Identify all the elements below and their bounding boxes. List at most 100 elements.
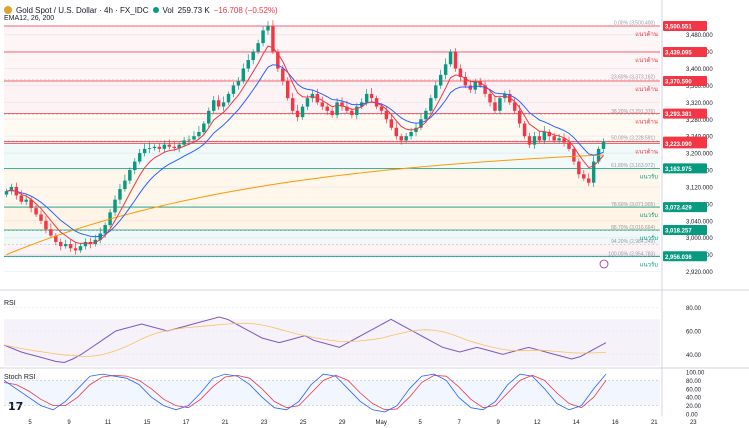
price-tick-label: 3,040.000 bbox=[686, 219, 713, 225]
rsi-ma-line bbox=[3, 322, 607, 357]
key-level-price: 3,163.975 bbox=[665, 167, 692, 173]
date-tick-label: 29 bbox=[339, 420, 346, 426]
stoch-rsi-pane-label[interactable]: Stoch RSI bbox=[4, 374, 36, 381]
candle bbox=[591, 161, 596, 183]
fib-level-label: 23.60% (3,373.162) bbox=[611, 74, 655, 80]
candle bbox=[364, 93, 369, 103]
key-level-tag: แนวต้าน bbox=[635, 31, 658, 38]
key-level-badge bbox=[663, 46, 707, 57]
fib-level-label: 61.80% (3,163.972) bbox=[611, 163, 655, 169]
candle bbox=[177, 144, 181, 149]
candle bbox=[73, 248, 78, 251]
candle bbox=[414, 127, 418, 132]
candle bbox=[424, 110, 428, 120]
candle bbox=[537, 136, 542, 141]
candle bbox=[78, 246, 83, 251]
key-level-tag: แนวรับ bbox=[640, 173, 659, 180]
candle bbox=[443, 64, 448, 75]
candle bbox=[286, 81, 290, 99]
candle bbox=[582, 174, 586, 179]
key-level-price: 2,956.036 bbox=[665, 255, 692, 261]
candle bbox=[226, 93, 231, 103]
candle bbox=[379, 106, 384, 111]
key-level-badge bbox=[663, 20, 707, 31]
stoch-band bbox=[4, 380, 660, 406]
fib-zone bbox=[4, 141, 660, 169]
key-level-tag: แนวต้าน bbox=[635, 119, 658, 126]
key-level-price: 3,072.429 bbox=[665, 206, 692, 212]
candle bbox=[335, 102, 339, 116]
stoch-tick-label: 100.00 bbox=[686, 371, 705, 377]
candle bbox=[295, 110, 300, 118]
candle bbox=[300, 106, 305, 118]
date-tick-label: 9 bbox=[497, 420, 501, 426]
candle bbox=[59, 241, 63, 247]
stoch-tick-label: 40.00 bbox=[686, 396, 702, 402]
candle bbox=[552, 136, 556, 141]
candle bbox=[542, 131, 547, 141]
volume-label: Vol bbox=[162, 5, 174, 15]
price-tick-label: 3,320.000 bbox=[686, 101, 713, 107]
candle bbox=[221, 102, 226, 107]
candle bbox=[453, 51, 458, 69]
candle bbox=[251, 51, 255, 61]
fib-zone bbox=[4, 114, 660, 142]
key-level-price: 3,018.257 bbox=[665, 228, 692, 234]
candle bbox=[4, 191, 9, 195]
candle bbox=[261, 30, 265, 44]
ema-200-line bbox=[6, 154, 604, 256]
candle bbox=[137, 153, 142, 162]
candle bbox=[281, 68, 285, 82]
stoch-tick-label: 20.00 bbox=[686, 404, 702, 410]
fib-level-label: 88.70% (3,016.664) bbox=[611, 225, 655, 231]
candle bbox=[152, 146, 157, 149]
candle bbox=[147, 148, 152, 149]
candle bbox=[434, 85, 438, 99]
fib-level-label: 94.20% (2,984.249) bbox=[611, 239, 655, 245]
candle bbox=[473, 81, 477, 90]
candle bbox=[290, 98, 295, 111]
candle bbox=[340, 102, 344, 107]
candle bbox=[133, 161, 137, 171]
candle bbox=[192, 136, 196, 140]
candle bbox=[167, 144, 172, 147]
key-level-badge bbox=[663, 108, 707, 119]
candle bbox=[562, 138, 566, 143]
fib-level-label: 50.00% (3,228.591) bbox=[611, 136, 655, 142]
fib-level-label: 38.20% (3,291.376) bbox=[611, 109, 655, 115]
candle bbox=[83, 241, 88, 247]
alert-icon[interactable] bbox=[599, 259, 609, 269]
candle bbox=[399, 136, 403, 141]
date-tick-label: 5 bbox=[28, 420, 32, 426]
candle bbox=[207, 110, 211, 124]
rsi-pane-label[interactable]: RSI bbox=[4, 300, 16, 307]
fib-zone bbox=[4, 26, 660, 80]
rsi-pane bbox=[3, 307, 660, 366]
candle bbox=[320, 102, 324, 107]
date-tick-label: 21 bbox=[222, 420, 229, 426]
rsi-band bbox=[4, 319, 660, 366]
candle bbox=[246, 60, 250, 69]
date-tick-label: 17 bbox=[183, 420, 190, 426]
candle bbox=[547, 131, 551, 137]
fib-zone bbox=[4, 207, 660, 231]
candle bbox=[182, 140, 186, 145]
candle bbox=[162, 144, 167, 149]
candle bbox=[557, 138, 561, 141]
candle bbox=[325, 106, 329, 111]
candle bbox=[448, 51, 453, 65]
candle bbox=[49, 229, 53, 236]
key-level-price: 3,370.590 bbox=[665, 79, 692, 85]
symbol-title[interactable]: Gold Spot / U.S. Dollar · 4h · FX_IDC bbox=[16, 5, 149, 15]
stoch-tick-label: 0.00 bbox=[686, 413, 698, 419]
key-level-price: 3,500.551 bbox=[665, 24, 692, 30]
candle bbox=[572, 148, 576, 162]
candle bbox=[305, 98, 310, 107]
candle bbox=[587, 178, 591, 183]
candle bbox=[369, 93, 374, 99]
ema-indicator-label[interactable]: EMA12, 26, 200 bbox=[4, 15, 55, 22]
candle bbox=[187, 139, 191, 141]
candle bbox=[488, 93, 492, 103]
key-level-tag: แนวรับ bbox=[640, 212, 659, 219]
